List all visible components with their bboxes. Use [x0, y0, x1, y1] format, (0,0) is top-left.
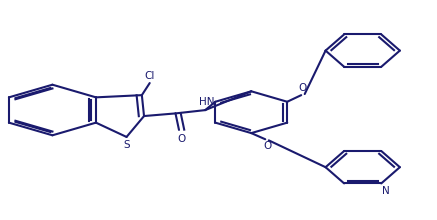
Text: N: N	[382, 186, 389, 196]
Text: O: O	[177, 134, 185, 144]
Text: O: O	[264, 141, 271, 151]
Text: O: O	[299, 82, 307, 92]
Text: S: S	[123, 140, 130, 150]
Text: Cl: Cl	[145, 71, 155, 81]
Text: HN: HN	[199, 97, 214, 107]
